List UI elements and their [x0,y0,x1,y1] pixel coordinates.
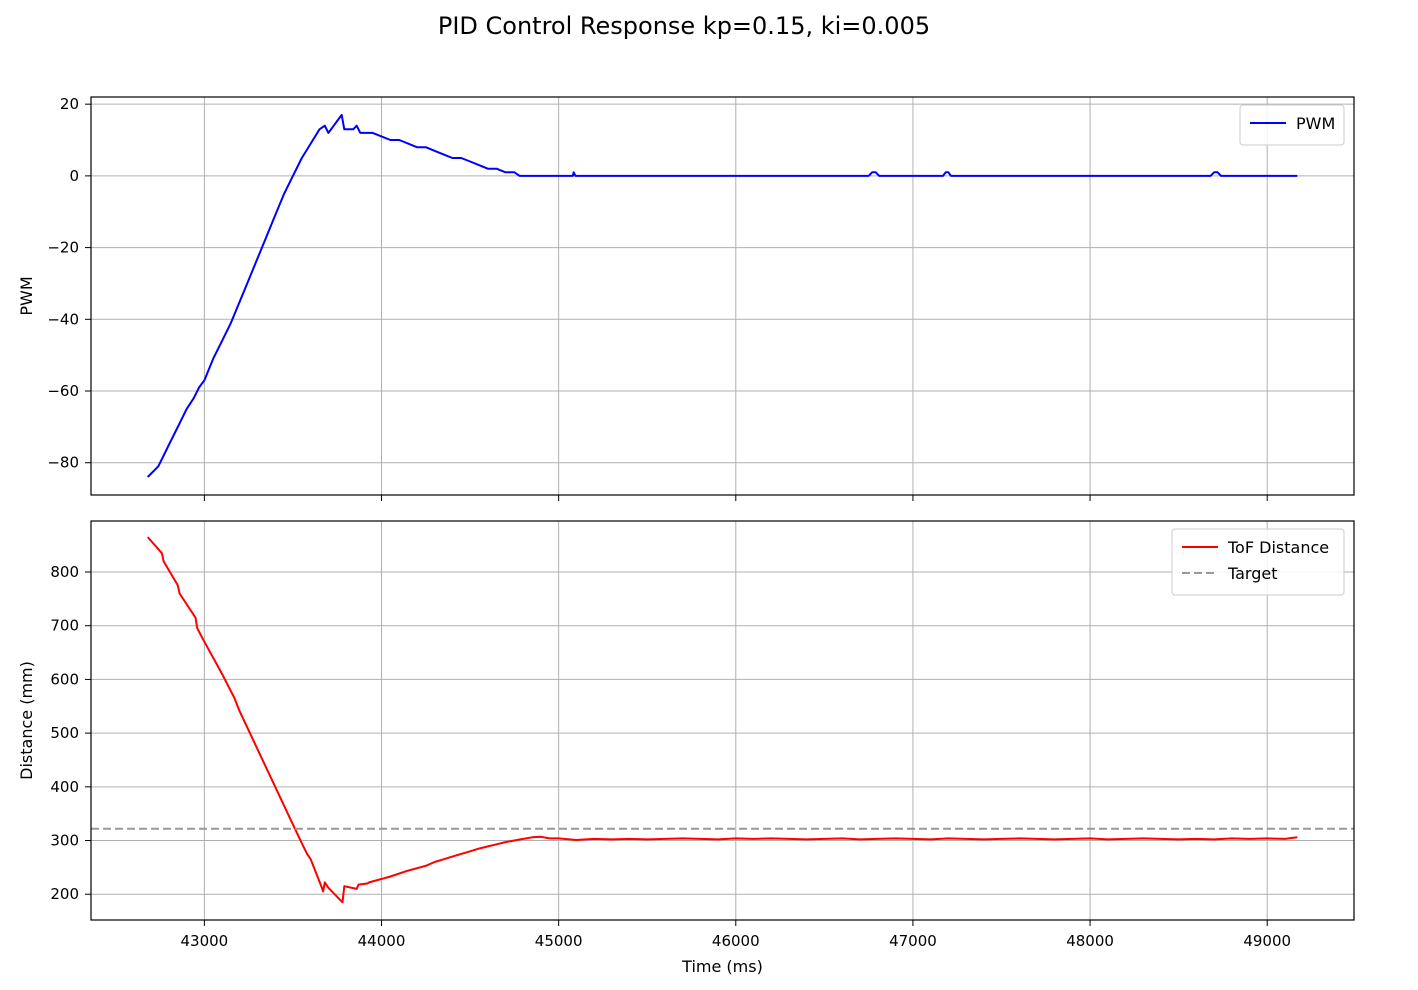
y-tick-label: 300 [50,832,79,850]
y-tick-label: 0 [69,167,79,185]
distance-ticks: 43000 44000 45000 46000 47000 48000 49000 200 30… [50,563,1291,950]
x-tick-label: 46000 [712,932,760,950]
pwm-legend: PWM [1239,104,1345,146]
legend-box [1171,528,1345,596]
x-tick-label: 45000 [535,932,583,950]
legend-label: ToF Distance [1227,538,1329,557]
pwm-axes: −80 −60 −40 −20 0 20 PWM PWM [17,95,1355,501]
x-tick-label: 43000 [181,932,229,950]
legend-label: Target [1227,564,1278,583]
y-tick-label: 500 [50,724,79,742]
legend-label: PWM [1296,114,1335,133]
legend-box [1239,104,1345,146]
y-tick-label: 600 [50,670,79,688]
distance-legend: ToF Distance Target [1171,528,1345,596]
y-tick-label: 400 [50,778,79,796]
y-tick-label: −80 [47,454,79,472]
x-tick-label: 48000 [1066,932,1114,950]
time-xlabel: Time (ms) [681,957,763,976]
x-tick-label: 44000 [358,932,406,950]
y-tick-label: 20 [60,95,79,113]
y-tick-label: −20 [47,239,79,257]
y-tick-label: 200 [50,885,79,903]
distance-ylabel: Distance (mm) [17,661,36,780]
x-tick-label: 49000 [1243,932,1291,950]
series-line-tof-distance [146,536,1298,904]
y-tick-label: 800 [50,563,79,581]
pwm-axes-frame [90,96,1355,496]
distance-axes-frame [90,520,1355,921]
y-tick-label: −60 [47,382,79,400]
pwm-ticks: −80 −60 −40 −20 0 20 [47,95,1268,501]
distance-axes: 43000 44000 45000 46000 47000 48000 49000 200 30… [17,520,1355,976]
pwm-plot-area [146,113,1298,478]
y-tick-label: −40 [47,310,79,328]
figure-title: PID Control Response kp=0.15, ki=0.005 [438,12,930,40]
distance-plot-area [91,536,1354,904]
x-tick-label: 47000 [889,932,937,950]
series-line-pwm [146,113,1298,478]
y-tick-label: 700 [50,617,79,635]
pwm-ylabel: PWM [17,276,36,315]
